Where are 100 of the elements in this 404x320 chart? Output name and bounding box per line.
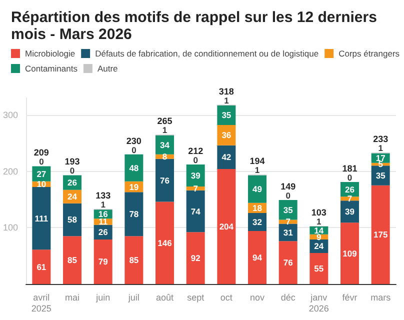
bar — [340, 196, 359, 201]
data-label: 79 — [98, 256, 108, 267]
total-label: 265 — [157, 116, 172, 126]
data-label: 35 — [222, 110, 232, 120]
data-label: 35 — [283, 204, 294, 215]
data-label: 61 — [36, 262, 46, 272]
x-tick-label: déc — [280, 292, 296, 302]
total-label: 103 — [311, 207, 326, 218]
data-label: 11 — [98, 216, 108, 227]
data-label: 0 — [347, 172, 352, 182]
data-label: 26 — [98, 227, 108, 238]
x-tick-label: juin — [95, 292, 110, 302]
data-label: 27 — [36, 168, 46, 179]
bar — [32, 166, 51, 182]
data-label: 24 — [68, 192, 78, 202]
bar — [186, 232, 205, 284]
data-label: 18 — [252, 202, 262, 213]
legend-label: Contaminants — [25, 64, 78, 74]
bar — [32, 187, 51, 250]
bar — [63, 236, 82, 284]
x-tick-label: nov — [250, 292, 266, 302]
data-label: 76 — [283, 258, 294, 268]
data-label: 42 — [222, 152, 232, 162]
legend-label: Autre — [97, 64, 118, 74]
bar — [124, 236, 144, 284]
total-label: 181 — [342, 163, 358, 174]
legend-label: Défauts de fabrication, de conditionnement ou de logistique — [95, 48, 319, 58]
data-label: 204 — [219, 222, 234, 232]
x-tick-label: oct — [220, 292, 233, 302]
bar — [248, 175, 267, 203]
data-label: 94 — [252, 252, 262, 263]
x-tick-label: sept — [187, 292, 205, 302]
data-label: 16 — [98, 209, 108, 220]
y-tick-label: 100 — [2, 222, 18, 233]
bar — [63, 203, 82, 236]
data-label: 74 — [190, 206, 201, 216]
data-label: 1 — [162, 125, 168, 136]
chart-title: Répartition des motifs de rappel sur les 12 derniers mois - Mars 2026 — [11, 9, 382, 43]
data-label: 0 — [286, 190, 291, 201]
data-label: 55 — [314, 264, 324, 274]
bar — [278, 220, 298, 224]
data-label: 49 — [252, 184, 262, 194]
bar — [156, 202, 174, 284]
total-label: 318 — [218, 86, 234, 96]
data-label: 10 — [36, 179, 46, 190]
x-tick-label: janv 2026 — [308, 292, 329, 314]
data-label: 35 — [376, 170, 386, 180]
data-label: 1 — [224, 95, 230, 106]
bar — [217, 169, 236, 284]
total-label: 209 — [34, 148, 49, 158]
data-label: 31 — [283, 227, 294, 238]
data-label: 34 — [160, 140, 170, 150]
total-label: 194 — [250, 156, 265, 166]
bar — [186, 190, 205, 232]
data-label: 78 — [129, 209, 139, 220]
bar — [124, 154, 144, 182]
data-label: 1 — [316, 216, 322, 226]
data-label: 0 — [39, 156, 44, 167]
data-label: 26 — [345, 184, 355, 194]
bar — [278, 241, 298, 284]
x-tick-label: juil — [127, 292, 140, 302]
data-label: 92 — [190, 253, 201, 264]
bar — [186, 186, 205, 190]
data-label: 36 — [222, 130, 232, 140]
x-tick-label: févr — [342, 292, 358, 302]
x-tick-label: août — [156, 292, 174, 302]
data-label: 85 — [129, 255, 139, 266]
x-tick-label: mars — [370, 292, 392, 302]
data-label: 111 — [34, 213, 48, 224]
data-label: 39 — [190, 170, 201, 180]
bar — [124, 192, 144, 236]
bar — [32, 250, 51, 284]
total-label: 149 — [280, 182, 296, 192]
bar — [310, 253, 328, 284]
data-label: 0 — [70, 166, 75, 176]
data-label: 48 — [129, 162, 139, 173]
data-label: 146 — [158, 238, 172, 248]
bar — [371, 185, 390, 284]
total-label: 212 — [188, 146, 204, 156]
data-label: 0 — [132, 144, 137, 155]
bar — [340, 222, 359, 284]
x-tick-label: mai — [65, 292, 80, 302]
data-label: 1 — [254, 165, 260, 176]
data-label: 19 — [129, 182, 139, 192]
data-label: 0 — [193, 155, 198, 166]
data-label: 24 — [314, 241, 324, 252]
total-label: 233 — [373, 134, 388, 144]
total-label: 230 — [126, 136, 142, 146]
total-label: 193 — [64, 156, 80, 167]
data-label: 58 — [68, 214, 78, 225]
y-tick-label: 300 — [2, 110, 18, 120]
data-label: 32 — [252, 217, 262, 227]
data-label: 7 — [347, 194, 352, 204]
bar — [156, 158, 174, 202]
bar — [217, 145, 236, 170]
data-label: 14 — [314, 225, 324, 236]
data-label: 26 — [68, 178, 78, 188]
total-label: 133 — [96, 190, 111, 201]
data-label: 76 — [160, 175, 170, 186]
data-label: 1 — [378, 143, 384, 154]
